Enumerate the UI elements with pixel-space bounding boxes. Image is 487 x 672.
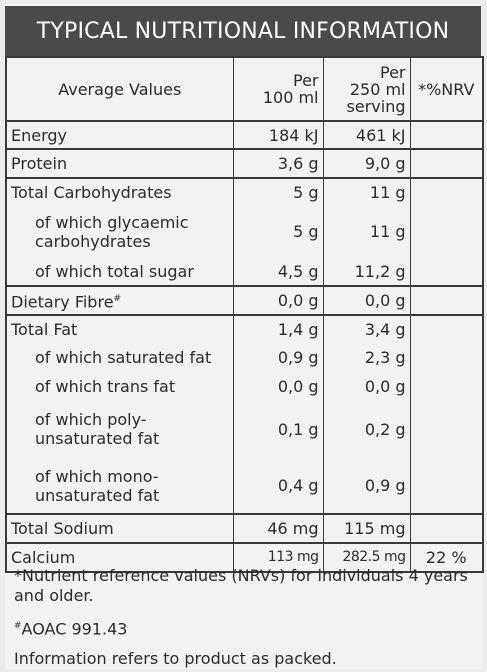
row-per100: 0,1 g bbox=[233, 400, 324, 458]
table-row: Energy 184 kJ 461 kJ bbox=[6, 121, 483, 150]
row-per100: 184 kJ bbox=[233, 121, 324, 150]
row-per100: 5 g bbox=[233, 206, 324, 257]
table-row: of which trans fat 0,0 g 0,0 g bbox=[6, 372, 483, 400]
footnotes: *Nutrient reference values (NRVs) for in… bbox=[14, 566, 484, 669]
row-label: Dietary Fibre# bbox=[6, 286, 234, 316]
row-per-serving: 3,4 g bbox=[323, 315, 411, 343]
row-label: Total Carbohydrates bbox=[6, 178, 234, 206]
row-nrv bbox=[410, 286, 483, 316]
table-row: of which glycaemic carbohydrates 5 g 11 … bbox=[6, 206, 483, 257]
row-nrv bbox=[410, 458, 483, 515]
row-label: of which trans fat bbox=[6, 372, 234, 400]
table-row: Protein 3,6 g 9,0 g bbox=[6, 149, 483, 179]
header-average-values: Average Values bbox=[6, 57, 234, 122]
row-label: of which poly-unsaturated fat bbox=[6, 400, 234, 458]
table-row: Total Carbohydrates 5 g 11 g bbox=[6, 178, 483, 206]
row-per100: 1,4 g bbox=[233, 315, 324, 343]
row-per-serving: 115 mg bbox=[323, 514, 411, 544]
row-nrv bbox=[410, 149, 483, 179]
row-label: Energy bbox=[6, 121, 234, 150]
row-nrv: 22 % bbox=[425, 548, 467, 567]
row-per-serving: 0,0 g bbox=[323, 372, 411, 400]
row-per-serving: 282.5 mg bbox=[323, 543, 411, 572]
row-per100: 4,5 g bbox=[233, 257, 324, 287]
table-row: Total Sodium 46 mg 115 mg bbox=[6, 514, 483, 544]
table-row: of which poly-unsaturated fat 0,1 g 0,2 … bbox=[6, 400, 483, 458]
header-nrv: *%NRV bbox=[410, 57, 483, 122]
row-per-serving: 0,9 g bbox=[323, 458, 411, 515]
table-row: Total Fat 1,4 g 3,4 g bbox=[6, 315, 483, 343]
row-per100: 0,4 g bbox=[233, 458, 324, 515]
row-per-serving: 11 g bbox=[323, 178, 411, 206]
row-label: Total Fat bbox=[6, 315, 234, 343]
row-per-serving: 9,0 g bbox=[323, 149, 411, 179]
nrv-footnote: *Nutrient reference values (NRVs) for in… bbox=[14, 566, 468, 605]
nutrition-table: Average Values Per 100 ml Per 250 ml servin… bbox=[5, 56, 484, 573]
table-title: TYPICAL NUTRITIONAL INFORMATION bbox=[5, 6, 481, 56]
row-per-serving: 0,2 g bbox=[323, 400, 411, 458]
row-nrv bbox=[410, 400, 483, 458]
row-nrv bbox=[410, 315, 483, 343]
header-row: Average Values Per 100 ml Per 250 ml servin… bbox=[6, 57, 483, 122]
row-per100: 0,0 g bbox=[233, 286, 324, 316]
row-per-serving: 11,2 g bbox=[323, 257, 411, 287]
row-per100: 3,6 g bbox=[233, 149, 324, 179]
row-nrv bbox=[410, 206, 483, 257]
table-row: Dietary Fibre# 0,0 g 0,0 g bbox=[6, 286, 483, 316]
table-row: of which saturated fat 0,9 g 2,3 g bbox=[6, 343, 483, 372]
table-row: Calcium 113 mg 282.5 mg 22 % bbox=[6, 543, 483, 572]
row-nrv bbox=[410, 514, 483, 544]
packed-footnote: Information refers to product as packed. bbox=[14, 649, 337, 669]
row-nrv bbox=[410, 121, 483, 150]
header-per-100ml: Per 100 ml bbox=[233, 57, 324, 122]
table-row: of which mono-unsaturated fat 0,4 g 0,9 … bbox=[6, 458, 483, 515]
row-per-serving: 461 kJ bbox=[323, 121, 411, 150]
row-label: Protein bbox=[6, 149, 234, 179]
row-label: Total Sodium bbox=[6, 514, 234, 544]
row-per-serving: 0,0 g bbox=[323, 286, 411, 316]
row-per100: 113 mg bbox=[233, 543, 324, 572]
fibre-footnote-mark: # bbox=[113, 293, 122, 304]
row-per100: 0,9 g bbox=[233, 343, 324, 372]
row-label: of which total sugar bbox=[6, 257, 234, 287]
row-per-serving: 11 g bbox=[323, 206, 411, 257]
row-per100: 46 mg bbox=[233, 514, 324, 544]
row-per-serving: 2,3 g bbox=[323, 343, 411, 372]
row-nrv bbox=[410, 257, 483, 287]
row-label: of which mono-unsaturated fat bbox=[6, 458, 234, 515]
aoac-footnote: #AOAC 991.43 bbox=[14, 619, 128, 639]
row-per100: 0,0 g bbox=[233, 372, 324, 400]
row-nrv bbox=[410, 372, 483, 400]
row-nrv bbox=[410, 343, 483, 372]
row-nrv bbox=[410, 178, 483, 206]
table-row: of which total sugar 4,5 g 11,2 g bbox=[6, 257, 483, 287]
row-label: Calcium bbox=[6, 543, 234, 572]
row-label: of which glycaemic carbohydrates bbox=[6, 206, 234, 257]
header-per-serving: Per 250 ml serving bbox=[323, 57, 411, 122]
row-label: of which saturated fat bbox=[6, 343, 234, 372]
row-per100: 5 g bbox=[233, 178, 324, 206]
